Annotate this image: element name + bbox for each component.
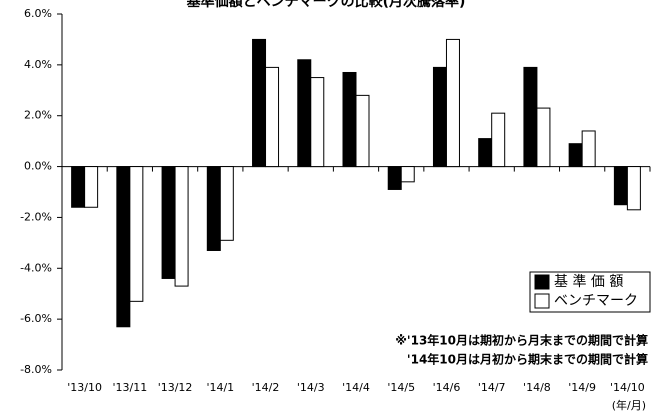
bar (626, 166, 641, 211)
legend-label: ベンチマーク (554, 293, 638, 309)
annotation: '14年10月は月初から期末までの期間で計算 (407, 352, 648, 367)
bar (310, 77, 325, 168)
x-tick-label: '14/4 (342, 381, 370, 394)
x-tick-label: '14/9 (568, 381, 596, 394)
y-tick-label: -8.0% (20, 363, 52, 376)
bar (445, 38, 460, 168)
x-tick-label: '14/7 (478, 381, 506, 394)
bar (432, 66, 447, 168)
bar (206, 166, 221, 251)
y-tick-label: -4.0% (20, 261, 52, 274)
legend-box (529, 271, 651, 313)
legend-swatch (534, 293, 550, 309)
bar (174, 166, 189, 287)
legend-swatch (534, 274, 550, 290)
legend-label: 基 準 価 額 (554, 273, 623, 290)
annotation: ※'13年10月は期初から月末までの期間で計算 (395, 333, 648, 348)
bar (536, 107, 551, 168)
y-tick-label: -2.0% (20, 210, 52, 223)
x-axis-label: (年/月) (612, 398, 646, 412)
bar (129, 166, 144, 302)
x-tick-label: '13/11 (112, 381, 147, 394)
bar (71, 166, 86, 208)
y-tick-label: 0.0% (24, 160, 52, 173)
bar (297, 59, 312, 168)
bar (400, 166, 415, 183)
bar (523, 66, 538, 168)
x-tick-label: '14/2 (252, 381, 280, 394)
x-tick-label: '14/10 (610, 381, 645, 394)
x-tick-label: '13/12 (158, 381, 193, 394)
y-tick-label: 4.0% (24, 58, 52, 71)
x-tick-label: '14/1 (206, 381, 234, 394)
x-tick-label: '14/3 (297, 381, 325, 394)
bar (84, 166, 99, 208)
chart-title: 基準価額とベンチマークの比較(月次騰落率) (187, 0, 466, 10)
x-tick-label: '13/10 (67, 381, 102, 394)
bar (581, 130, 596, 168)
y-tick-label: -6.0% (20, 312, 52, 325)
y-tick-label: 6.0% (24, 7, 52, 20)
bar (219, 166, 234, 241)
bar (478, 138, 493, 168)
bar (161, 166, 176, 279)
bar (568, 143, 583, 168)
bar (265, 66, 280, 168)
x-tick-label: '14/6 (433, 381, 461, 394)
bar (342, 71, 357, 168)
bar (491, 112, 506, 168)
bar (252, 38, 267, 168)
y-tick-label: 2.0% (24, 109, 52, 122)
bar (613, 166, 628, 206)
bar (387, 166, 402, 190)
x-tick-label: '14/8 (523, 381, 551, 394)
x-tick-label: '14/5 (387, 381, 415, 394)
bar (355, 94, 370, 168)
bar (116, 166, 131, 328)
